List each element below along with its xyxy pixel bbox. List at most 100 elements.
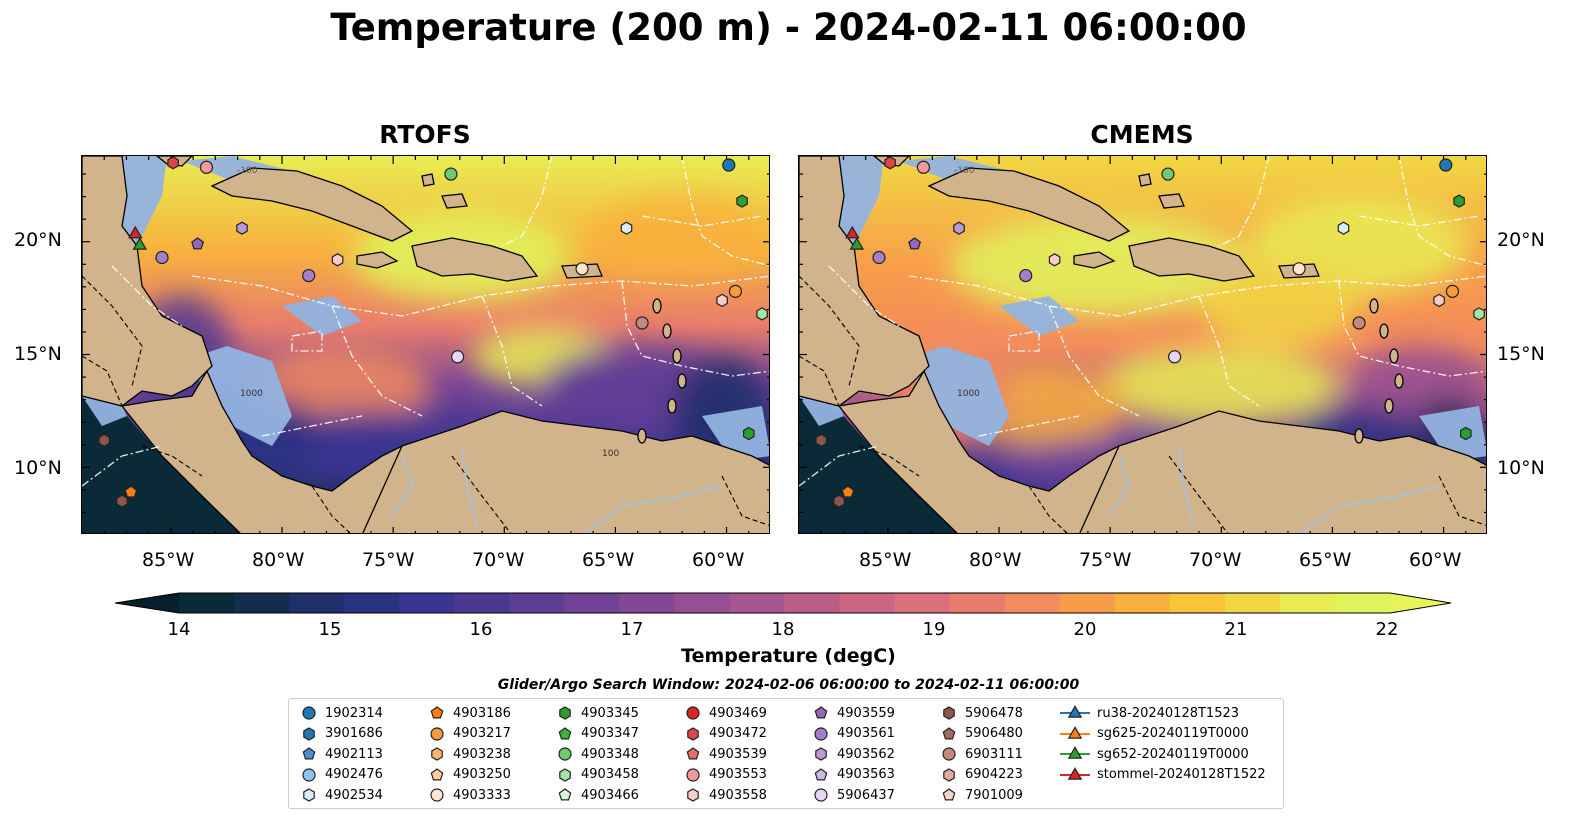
colorbar-tick-15: 15	[318, 619, 342, 640]
argo-float-marker[interactable]	[872, 250, 886, 265]
argo-float-marker[interactable]	[236, 221, 248, 235]
lon-tick-85w-right: 85°W	[859, 549, 912, 571]
colorbar-segment	[894, 593, 951, 613]
argo-float-marker[interactable]	[191, 237, 205, 250]
panel-title-cmems: CMEMS	[1090, 120, 1194, 149]
map-panel-cmems[interactable]: -100 1000	[798, 155, 1487, 534]
legend-label: sg652-20240119T0000	[1097, 746, 1249, 762]
argo-float-marker[interactable]	[1337, 221, 1350, 235]
argo-float-marker[interactable]	[1292, 262, 1306, 276]
argo-float-marker[interactable]	[1473, 307, 1485, 321]
argo-float-marker[interactable]	[953, 221, 965, 235]
legend-item: 4903458	[555, 765, 639, 785]
colorbar-segment	[564, 593, 620, 613]
argo-float-marker[interactable]	[620, 221, 633, 235]
map-panel-rtofs[interactable]: -100 1000 100	[81, 155, 770, 534]
glider-marker[interactable]	[849, 237, 865, 250]
colorbar-segment	[729, 593, 786, 613]
triangle-marker-icon	[1060, 705, 1090, 718]
lon-tick-75w-right: 75°W	[1079, 549, 1132, 571]
argo-float-marker[interactable]	[916, 160, 931, 174]
legend-item: 4903558	[683, 785, 767, 805]
glider-marker[interactable]	[128, 225, 143, 239]
lon-tick-65w-right: 65°W	[1299, 549, 1352, 571]
legend-item: 4903333	[427, 785, 511, 805]
map-canvas: -100 1000	[799, 156, 1486, 533]
glider-marker[interactable]	[132, 237, 148, 250]
circle-marker-icon	[302, 767, 316, 782]
argo-float-marker[interactable]	[722, 158, 736, 172]
argo-float-marker[interactable]	[884, 156, 896, 170]
legend-item: 4903553	[683, 765, 767, 785]
legend-item: stommel-20240128T1522	[1059, 765, 1266, 785]
hexagon-marker-icon	[687, 726, 699, 741]
legend-item: 4903466	[555, 785, 639, 805]
argo-float-marker[interactable]	[167, 156, 179, 170]
argo-float-marker[interactable]	[575, 262, 589, 276]
argo-float-marker[interactable]	[1439, 158, 1453, 172]
argo-float-marker[interactable]	[331, 253, 344, 267]
circle-marker-icon	[686, 706, 700, 720]
lon-tick-60w-right: 60°W	[1409, 549, 1462, 571]
lon-tick-60w-left: 60°W	[692, 549, 745, 571]
legend-item: 4903238	[427, 744, 511, 764]
colorbar-segment	[1059, 593, 1116, 613]
glider-marker[interactable]	[845, 225, 860, 239]
colorbar-segment	[399, 593, 455, 613]
legend-label: 4903466	[581, 787, 639, 803]
triangle-marker-icon	[1060, 746, 1090, 759]
legend-item: 4903217	[427, 724, 511, 744]
legend-item: 4903250	[427, 765, 511, 785]
argo-float-marker[interactable]	[116, 494, 128, 508]
argo-float-marker[interactable]	[1445, 284, 1460, 298]
legend-label: stommel-20240128T1522	[1097, 767, 1266, 782]
argo-float-marker[interactable]	[444, 167, 458, 181]
argo-float-marker[interactable]	[1048, 253, 1061, 267]
circle-marker-icon	[430, 788, 444, 802]
argo-float-marker[interactable]	[1019, 268, 1033, 283]
argo-float-marker[interactable]	[1433, 293, 1445, 308]
argo-float-marker[interactable]	[451, 350, 465, 364]
argo-float-marker[interactable]	[1161, 167, 1175, 181]
legend-item: ru38-20240128T1523	[1059, 703, 1239, 723]
argo-float-marker[interactable]	[98, 433, 110, 447]
legend-item: 1902314	[299, 703, 383, 723]
argo-float-marker[interactable]	[815, 433, 827, 447]
argo-float-marker[interactable]	[756, 307, 768, 321]
lon-tick-80w-right: 80°W	[969, 549, 1022, 571]
argo-float-marker[interactable]	[199, 160, 214, 174]
lon-tick-65w-left: 65°W	[582, 549, 635, 571]
colorbar-segment	[1335, 593, 1391, 613]
legend-item: 5906480	[939, 724, 1023, 744]
legend-item: 4903563	[811, 765, 895, 785]
argo-float-marker[interactable]	[908, 237, 922, 250]
legend-label: 4903217	[453, 726, 511, 741]
argo-float-marker[interactable]	[728, 284, 743, 298]
argo-float-marker[interactable]	[1352, 316, 1366, 330]
lon-tick-70w-right: 70°W	[1189, 549, 1242, 571]
legend-label: 4903347	[581, 726, 639, 741]
legend-label: 4903186	[453, 705, 511, 721]
map-canvas: -100 1000 100	[82, 156, 769, 533]
argo-float-marker[interactable]	[833, 494, 845, 508]
argo-float-marker[interactable]	[742, 426, 755, 441]
argo-float-marker[interactable]	[302, 268, 316, 283]
argo-float-marker[interactable]	[1459, 426, 1472, 441]
legend-label: 4903458	[581, 767, 639, 782]
colorbar-segment	[289, 593, 345, 613]
argo-float-marker[interactable]	[635, 316, 649, 330]
colorbar-tick-18: 18	[771, 619, 795, 640]
argo-float-marker[interactable]	[736, 194, 748, 208]
pentagon-marker-icon	[302, 747, 316, 760]
colorbar-segment	[454, 593, 510, 613]
argo-float-marker[interactable]	[155, 250, 169, 265]
argo-float-marker[interactable]	[716, 293, 728, 308]
argo-float-marker[interactable]	[1453, 194, 1465, 208]
argo-float-marker[interactable]	[841, 485, 855, 498]
hexagon-marker-icon	[431, 747, 443, 761]
argo-float-marker[interactable]	[124, 485, 138, 498]
argo-float-marker[interactable]	[1168, 350, 1182, 364]
pentagon-marker-icon	[942, 788, 956, 801]
legend-label: 4903562	[837, 746, 895, 762]
legend-item: 4903539	[683, 744, 767, 764]
